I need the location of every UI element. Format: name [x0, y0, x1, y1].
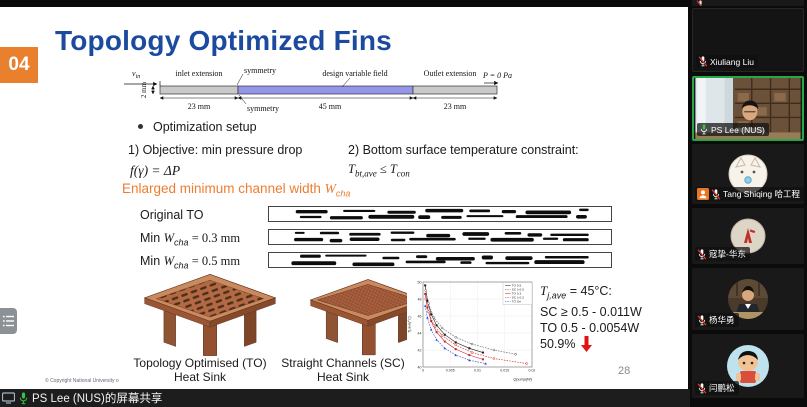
- svg-text:SC ≥ 0.3: SC ≥ 0.3: [512, 296, 524, 300]
- pressure-label: P = 0 Pa: [482, 71, 512, 80]
- row-label-wcha-03: Min Wcha = 0.3 mm: [140, 231, 241, 248]
- muted-mic-icon: [696, 0, 703, 6]
- participant-tile-ps-lee[interactable]: PS Lee (NUS): [692, 76, 804, 141]
- optimization-setup-bullet: Optimization setup: [138, 120, 257, 134]
- avatar: [727, 345, 769, 387]
- participant-badge-icon: [697, 188, 709, 200]
- copyright-text: © Copyright National University o: [45, 378, 119, 384]
- inlet-extension-label: inlet extension: [176, 69, 223, 78]
- domain-diagram: vin 2 mm inlet extension symmetry design…: [124, 66, 512, 113]
- participant-name-chip: Xiuliang Liu: [696, 55, 758, 68]
- fin-pattern-strip-05mm: [268, 252, 612, 268]
- caption-to-heat-sink: Topology Optimised (TO) Heat Sink: [133, 356, 267, 384]
- dim-45mm-label: 45 mm: [319, 102, 342, 111]
- screen-share-banner[interactable]: PS Lee (NUS)的屏幕共享: [0, 389, 690, 407]
- outlet-extension-label: Outlet extension: [424, 69, 477, 78]
- annotation-panel-handle[interactable]: [0, 308, 17, 334]
- participants-sidebar[interactable]: Xiuliang Liu: [690, 0, 807, 407]
- objective-formula: f(γ) = ΔP: [130, 163, 181, 178]
- svg-text:46: 46: [418, 314, 422, 318]
- svg-text:40: 40: [418, 365, 422, 369]
- svg-text:48: 48: [418, 297, 422, 301]
- vin-label: vin: [132, 69, 140, 80]
- active-mic-icon: [19, 392, 28, 404]
- participant-name: Xiuliang Liu: [710, 56, 754, 67]
- bullet-dot: [138, 124, 143, 129]
- participant-tile-xiuliang-liu[interactable]: Xiuliang Liu: [692, 8, 804, 72]
- muted-mic-icon: [698, 56, 708, 67]
- participant-tile-6[interactable]: 闫鹏松: [692, 334, 804, 398]
- svg-text:0.015: 0.015: [500, 369, 509, 373]
- svg-text:0.01: 0.01: [474, 369, 481, 373]
- results-line-3: TO 0.5 - 0.0054W: [540, 320, 640, 335]
- fin-pattern-strip-03mm: [268, 229, 612, 245]
- svg-text:42: 42: [418, 348, 422, 352]
- svg-text:0.005: 0.005: [446, 369, 455, 373]
- muted-mic-icon: [711, 188, 721, 200]
- shared-slide: 04 Topology Optimized Fins vin 2 mm inle…: [0, 7, 688, 389]
- participant-name: 闫鹏松: [709, 383, 735, 393]
- participant-tile-4[interactable]: 寇挚-华东: [692, 208, 804, 264]
- results-line-4: 50.9%: [540, 335, 642, 352]
- participant-name: Tang Shiqing 哈工程: [723, 189, 801, 199]
- participant-name-chip: 杨华勇: [695, 313, 739, 327]
- participant-tile-partial[interactable]: [692, 0, 804, 6]
- participant-name: PS Lee (NUS): [711, 124, 765, 135]
- dim-2mm-label: 2 mm: [140, 81, 148, 98]
- muted-mic-icon: [697, 314, 707, 326]
- symmetry-bottom-label: symmetry: [247, 104, 279, 113]
- shared-screen-icon: [2, 392, 15, 404]
- slide-number-badge: 04: [0, 47, 38, 83]
- caption-sc-heat-sink: Straight Channels (SC) Heat Sink: [281, 356, 405, 384]
- participant-tile-5[interactable]: 杨华勇: [692, 268, 804, 330]
- row-label-original-to: Original TO: [140, 208, 204, 222]
- constraint-title: 2) Bottom surface temperature constraint…: [348, 143, 579, 157]
- svg-text:SC ≥ 0.5: SC ≥ 0.5: [512, 288, 524, 292]
- participant-name: 寇挚-华东: [709, 249, 746, 259]
- unmuted-mic-icon: [700, 124, 708, 135]
- dim-23mm-inlet-label: 23 mm: [188, 102, 211, 111]
- objective-title: 1) Objective: min pressure drop: [128, 143, 303, 157]
- heat-sink-to-image: [143, 273, 277, 356]
- participant-name-chip: Tang Shiqing 哈工程: [695, 187, 804, 201]
- avatar: [728, 279, 768, 319]
- muted-mic-icon: [697, 382, 707, 394]
- participant-name: 杨华勇: [709, 315, 735, 325]
- svg-text:50: 50: [418, 280, 422, 284]
- results-text: Tj,ave = 45°C: SC ≥ 0.5 - 0.011W TO 0.5 …: [540, 283, 642, 352]
- slide-title: Topology Optimized Fins: [55, 25, 392, 56]
- participant-name-chip: 闫鹏松: [695, 381, 739, 395]
- results-line-1: Tj,ave = 45°C:: [540, 283, 612, 301]
- red-down-arrow-icon: [581, 335, 593, 352]
- design-variable-label: design variable field: [322, 69, 387, 78]
- muted-mic-icon: [697, 248, 707, 260]
- symmetry-top-label: symmetry: [244, 66, 276, 75]
- constraint-formula: Tbt,ave ≤ Tcon: [348, 162, 410, 179]
- svg-text:0: 0: [422, 369, 424, 373]
- row-label-wcha-05: Min Wcha = 0.5 mm: [140, 254, 241, 271]
- svg-text:TO 0.3: TO 0.3: [512, 292, 522, 296]
- share-banner-label: PS Lee (NUS)的屏幕共享: [32, 393, 163, 405]
- design-variable-region: [237, 85, 414, 95]
- fin-pattern-strip-original: [268, 206, 612, 222]
- avatar: [728, 154, 768, 194]
- participant-tile-tang-shiqing[interactable]: Tang Shiqing 哈工程: [692, 144, 804, 204]
- svg-text:TO 0.5: TO 0.5: [512, 284, 522, 288]
- svg-text:0.02: 0.02: [529, 369, 536, 373]
- dim-23mm-outlet-label: 23 mm: [444, 102, 467, 111]
- inlet-extension-region: [159, 85, 239, 95]
- section-heading-channel-width: Enlarged minimum channel width Wcha: [122, 181, 351, 199]
- svg-text:TO Ori: TO Ori: [512, 300, 522, 304]
- list-icon: [2, 315, 14, 327]
- results-line-2: SC ≥ 0.5 - 0.011W: [540, 304, 642, 319]
- svg-text:44: 44: [418, 331, 422, 335]
- participant-name-chip: 寇挚-华东: [695, 247, 750, 261]
- outlet-extension-region: [412, 85, 498, 95]
- svg-text:Tj,ave(°C): Tj,ave(°C): [407, 315, 411, 333]
- participant-name-chip: PS Lee (NUS): [697, 123, 769, 136]
- svg-text:Qpump(W): Qpump(W): [513, 377, 532, 381]
- page-number: 28: [618, 365, 631, 377]
